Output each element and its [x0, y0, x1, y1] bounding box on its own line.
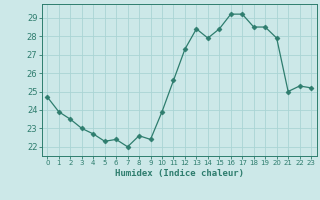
X-axis label: Humidex (Indice chaleur): Humidex (Indice chaleur) [115, 169, 244, 178]
